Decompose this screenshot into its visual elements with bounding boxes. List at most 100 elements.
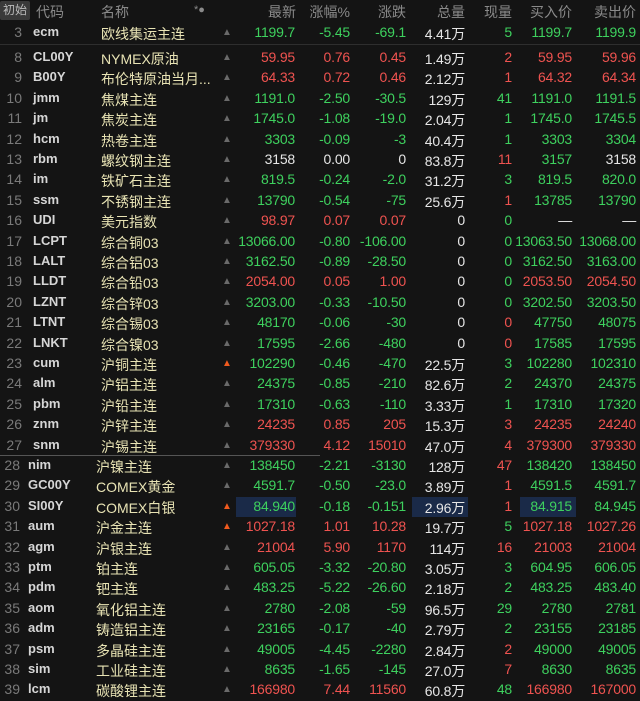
table-row[interactable]: 12 hcm 热卷主连 ▲ 3303 -0.09 -3 40.4万 1 3303 3304 — [0, 130, 640, 150]
alert-bell-icon[interactable]: ▲ — [222, 562, 232, 573]
cell-bid: 819.5 — [537, 171, 572, 188]
cell-pct: -5.22 — [319, 579, 350, 596]
table-row[interactable]: 18 LALT 综合铝03 ▲ 3162.50 -0.89 -28.50 0 0 3162.50 3… — [0, 252, 640, 272]
table-row[interactable]: 25 pbm 沪铅主连 ▲ 17310 -0.63 -110 3.33万 1 17310 17320 — [0, 395, 640, 415]
alert-bell-icon[interactable]: ▲ — [222, 256, 232, 267]
table-row[interactable]: 19 LLDT 综合铅03 ▲ 2054.00 0.05 1.00 0 0 2053.50 2054… — [0, 272, 640, 292]
alert-bell-icon[interactable]: ▲ — [222, 174, 232, 186]
table-row[interactable]: 37 psm 多晶硅主连 ▲ 49005 -4.45 -2280 2.84万 2 49000 490… — [0, 640, 640, 660]
col-ask[interactable]: 卖出价 — [594, 4, 636, 20]
alert-bell-icon[interactable]: ▲ — [222, 52, 232, 63]
table-row[interactable]: 14 im 铁矿石主连 ▲ 819.5 -0.24 -2.0 31.2万 3 819.5 820.0 — [0, 170, 640, 190]
cell-chg: -3 — [393, 130, 406, 147]
table-row[interactable]: 8 CL00Y NYMEX原油 ▲ 59.95 0.76 0.45 1.49万 2 59.95 59… — [0, 48, 640, 68]
alert-bell-icon[interactable]: ▲ — [222, 684, 232, 696]
alert-bell-icon[interactable]: ▲ — [222, 378, 232, 390]
col-name[interactable]: 名称 — [101, 4, 129, 20]
table-row[interactable]: 39 lcm 碳酸锂主连 ▲ 166980 7.44 11560 60.8万 48 166980 1… — [0, 680, 640, 700]
table-row[interactable]: 15 ssm 不锈钢主连 ▲ 13790 -0.54 -75 25.6万 1 13785 13790 — [0, 191, 640, 211]
col-pct[interactable]: 涨幅% — [309, 4, 350, 20]
alert-bell-icon[interactable]: ▲ — [222, 337, 232, 349]
cell-last: 4591.7 — [253, 477, 295, 494]
table-row[interactable]: 21 LTNT 综合锡03 ▲ 48170 -0.06 -30 0 0 47750 48075 — [0, 313, 640, 333]
row-index: 25 — [6, 395, 22, 412]
table-row[interactable]: 26 znm 沪锌主连 ▲ 24235 0.85 205 15.3万 3 24235 24240 — [0, 415, 640, 435]
table-row[interactable]: 33 ptm 铂主连 ▲ 605.05 -3.32 -20.80 3.05万 3 604.95 60… — [0, 558, 640, 578]
table-row[interactable]: 20 LZNT 综合锌03 ▲ 3203.00 -0.33 -10.50 0 0 3202.50 3… — [0, 293, 640, 313]
table-row[interactable]: 27 snm 沪锡主连 ▲ 379330 4.12 15010 47.0万 4 379300 379… — [0, 436, 640, 456]
table-row[interactable]: 38 sim 工业硅主连 ▲ 8635 -1.65 -145 27.0万 7 8630 8635 — [0, 660, 640, 680]
table-row[interactable]: 11 jm 焦炭主连 ▲ 1745.0 -1.08 -19.0 2.04万 1 1745.0 174… — [0, 109, 640, 129]
alert-bell-icon[interactable]: ▲ — [222, 235, 232, 247]
cell-bid: 23155 — [534, 620, 572, 637]
alert-bell-icon[interactable]: ▲ — [222, 133, 232, 145]
col-last[interactable]: 最新 — [268, 4, 296, 20]
alert-bell-icon[interactable]: ▲ — [222, 27, 232, 38]
alert-bell-icon[interactable]: ▲ — [222, 500, 232, 512]
cell-ask: 138450 — [590, 457, 636, 473]
alert-bell-icon[interactable]: ▲ — [222, 582, 232, 594]
alert-bell-icon[interactable]: ▲ — [222, 460, 232, 471]
symbol-name: 碳酸锂主连 — [96, 683, 166, 700]
alert-bell-icon[interactable]: ▲ — [222, 419, 232, 431]
table-row[interactable]: 31 aum 沪金主连 ▲ 1027.18 1.01 10.28 19.7万 5 1027.18 1… — [0, 517, 640, 537]
settings-dots-icon[interactable]: *● — [194, 4, 205, 16]
alert-bell-icon[interactable]: ▲ — [222, 154, 232, 165]
cell-chg: -0.151 — [367, 497, 407, 514]
table-row[interactable]: 23 cum 沪铜主连 ▲ 102290 -0.46 -470 22.5万 3 102280 102… — [0, 354, 640, 374]
table-row[interactable]: 17 LCPT 综合铜03 ▲ 13066.00 -0.80 -106.00 0 0 13063.… — [0, 232, 640, 252]
table-row[interactable]: 13 rbm 螺纹钢主连 ▲ 3158 0.00 0 83.8万 11 3157 3158 — [0, 150, 640, 170]
col-code[interactable]: 代码 — [36, 4, 64, 20]
table-row[interactable]: 3 ecm 欧线集运主连 ▲ 1199.7 -5.45 -69.1 4.41万 5 1199.7 1… — [0, 23, 640, 43]
symbol-code: LNKT — [33, 334, 68, 350]
table-row[interactable]: 36 adm 铸造铝主连 ▲ 23165 -0.17 -40 2.79万 2 23155 23185 — [0, 619, 640, 639]
table-row[interactable]: 9 B00Y 布伦特原油当月... ▲ 64.33 0.72 0.46 2.12万 1 64.32… — [0, 68, 640, 88]
cell-chg: -59 — [386, 599, 406, 616]
table-row[interactable]: 24 alm 沪铝主连 ▲ 24375 -0.85 -210 82.6万 2 24370 24375 — [0, 374, 640, 394]
alert-bell-icon[interactable]: ▲ — [222, 358, 232, 369]
table-row[interactable]: 34 pdm 钯主连 ▲ 483.25 -5.22 -26.60 2.18万 2 483.25 48… — [0, 578, 640, 598]
table-row[interactable]: 10 jmm 焦煤主连 ▲ 1191.0 -2.50 -30.5 129万 41 1191.0 11… — [0, 89, 640, 109]
alert-bell-icon[interactable]: ▲ — [222, 215, 232, 227]
alert-bell-icon[interactable]: ▲ — [222, 521, 232, 533]
alert-bell-icon[interactable]: ▲ — [222, 623, 232, 635]
cell-ask: 4591.7 — [594, 477, 636, 494]
symbol-code: sim — [28, 661, 51, 676]
table-row[interactable]: 16 UDI 美元指数 ▲ 98.97 0.07 0.07 0 0 — — — [0, 211, 640, 231]
alert-bell-icon[interactable]: ▲ — [222, 643, 232, 655]
cell-chg: -3130 — [371, 457, 406, 473]
highlight — [520, 496, 576, 517]
symbol-name: COMEX黄金 — [96, 479, 176, 496]
alert-bell-icon[interactable]: ▲ — [222, 276, 232, 288]
cell-last: 1745.0 — [253, 110, 295, 127]
cell-pct: -2.08 — [319, 599, 350, 616]
col-cur[interactable]: 现量 — [484, 4, 512, 20]
init-button[interactable]: 初始 — [0, 1, 30, 20]
row-index: 30 — [4, 497, 20, 514]
table-row[interactable]: 28 nim 沪镍主连 ▲ 138450 -2.21 -3130 128万 47 138420 13… — [0, 456, 640, 476]
col-bid[interactable]: 买入价 — [530, 4, 572, 20]
table-row[interactable]: 30 SI00Y COMEX白银 ▲ 84.940 -0.18 -0.151 2.96万 1 84… — [0, 497, 640, 517]
alert-bell-icon[interactable]: ▲ — [222, 664, 232, 675]
col-chg[interactable]: 涨跌 — [378, 4, 406, 20]
row-index: 3 — [14, 24, 22, 40]
alert-bell-icon[interactable]: ▲ — [222, 602, 232, 614]
alert-bell-icon[interactable]: ▲ — [222, 541, 232, 553]
cell-cur: 47 — [496, 457, 512, 473]
alert-bell-icon[interactable]: ▲ — [222, 439, 232, 451]
alert-bell-icon[interactable]: ▲ — [222, 92, 232, 104]
table-row[interactable]: 29 GC00Y COMEX黄金 ▲ 4591.7 -0.50 -23.0 3.89万 1 459… — [0, 476, 640, 496]
cell-pct: -0.09 — [319, 130, 350, 147]
table-row[interactable]: 22 LNKT 综合镍03 ▲ 17595 -2.66 -480 0 0 17585 17595 — [0, 334, 640, 354]
table-row[interactable]: 35 aom 氧化铝主连 ▲ 2780 -2.08 -59 96.5万 29 2780 2781 — [0, 599, 640, 619]
col-vol[interactable]: 总量 — [437, 4, 465, 20]
alert-bell-icon[interactable]: ▲ — [222, 296, 232, 308]
alert-bell-icon[interactable]: ▲ — [222, 317, 232, 329]
alert-bell-icon[interactable]: ▲ — [222, 194, 232, 206]
alert-bell-icon[interactable]: ▲ — [222, 72, 232, 84]
alert-bell-icon[interactable]: ▲ — [222, 398, 232, 410]
alert-bell-icon[interactable]: ▲ — [222, 113, 232, 125]
table-row[interactable]: 32 agm 沪银主连 ▲ 21004 5.90 1170 114万 16 21003 21004 — [0, 538, 640, 558]
alert-bell-icon[interactable]: ▲ — [222, 480, 232, 492]
cell-vol: 3.33万 — [424, 397, 465, 414]
